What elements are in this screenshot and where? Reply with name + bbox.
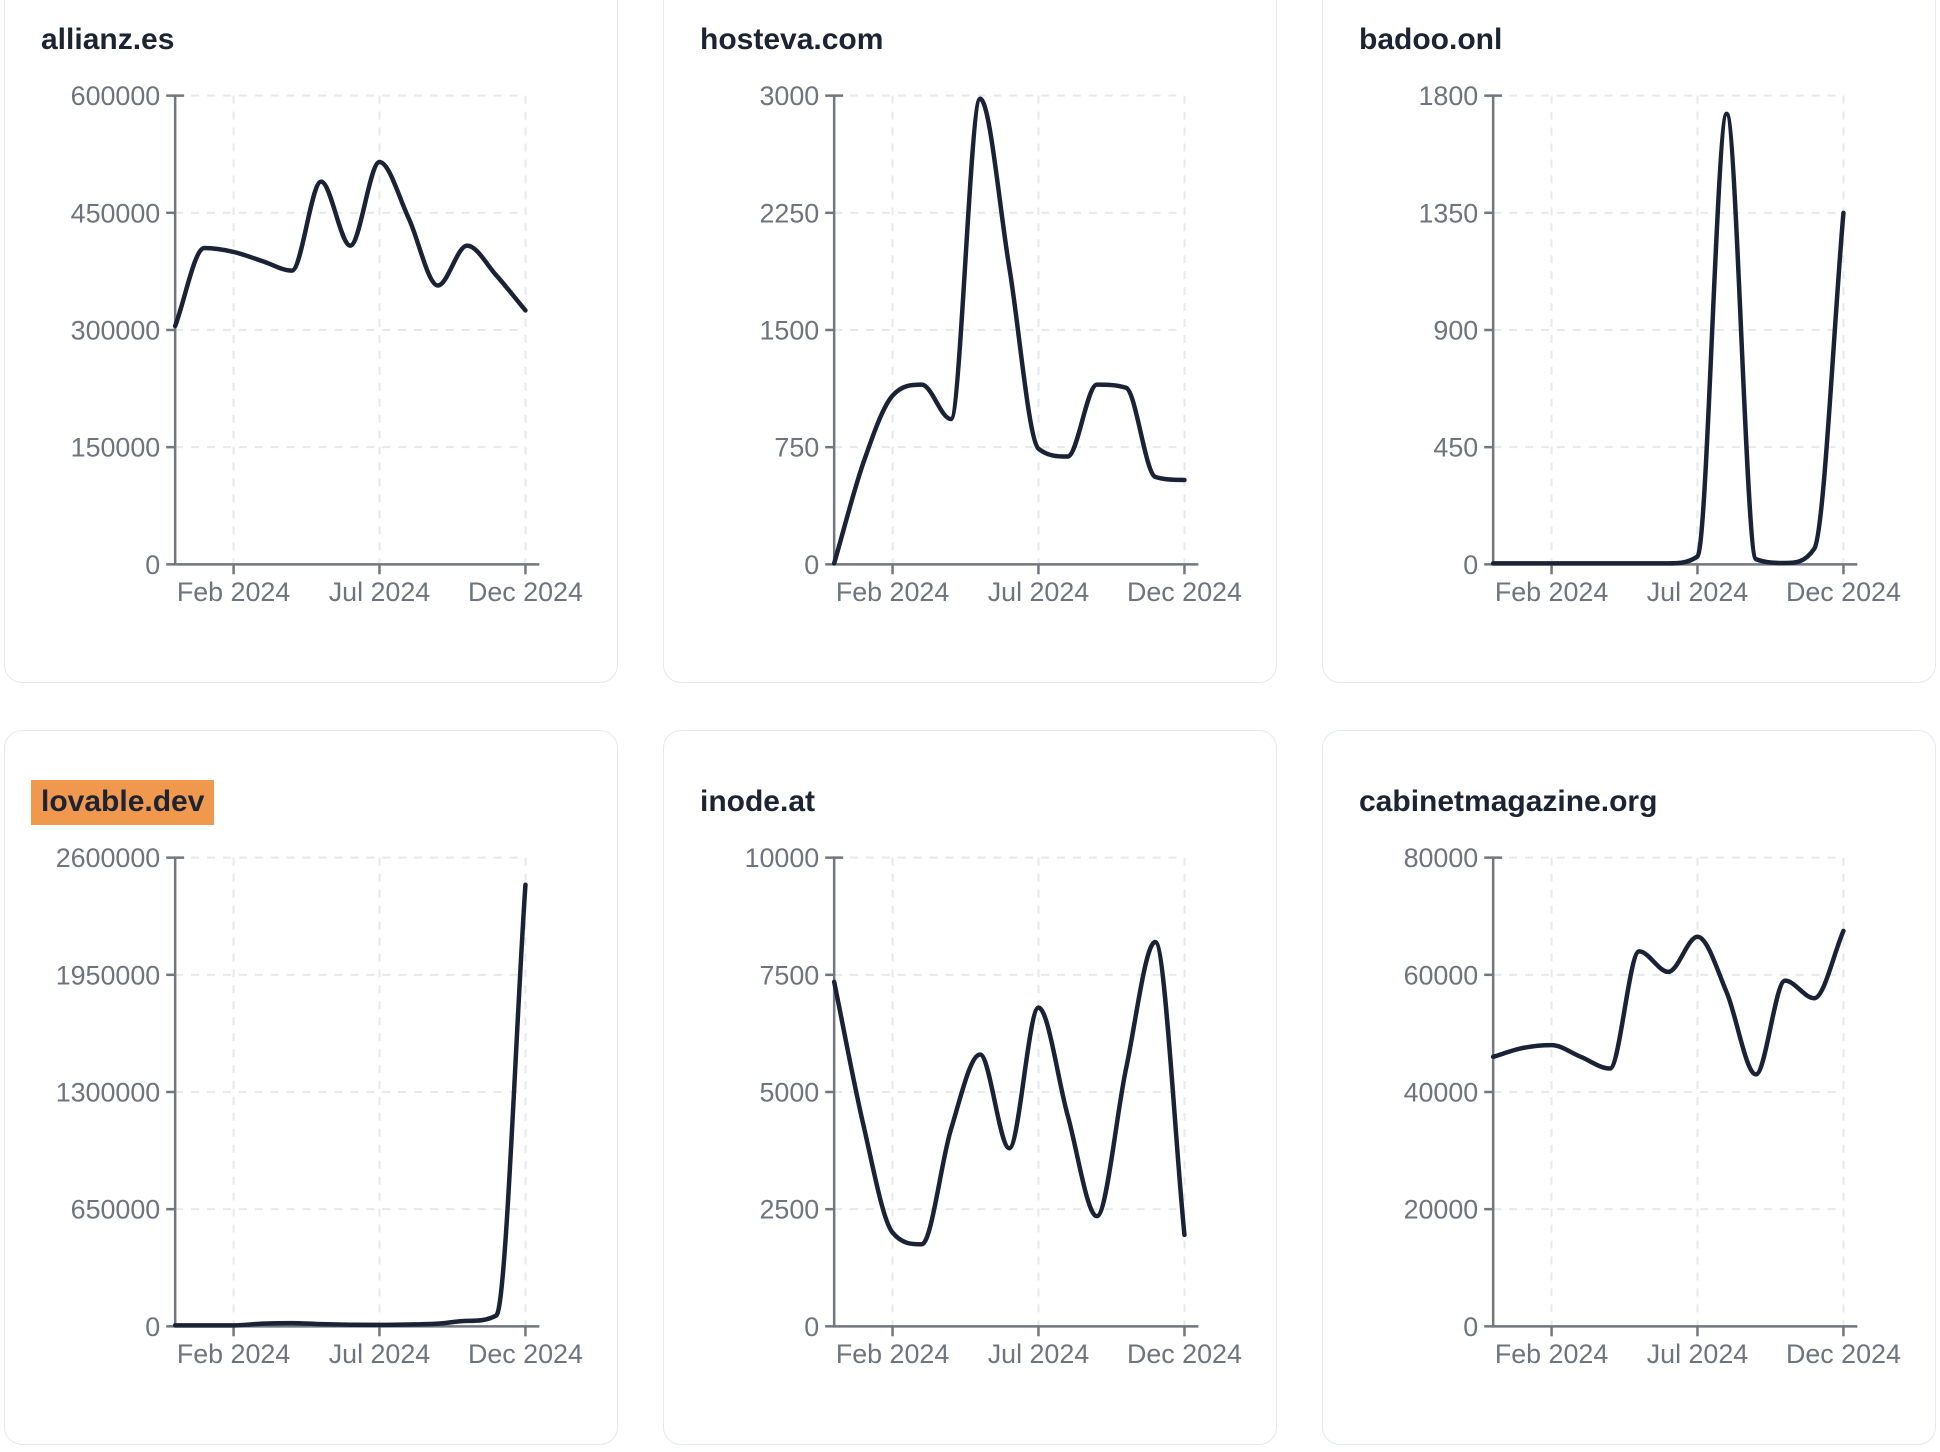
x-tick-label: Feb 2024 bbox=[1495, 577, 1608, 607]
x-tick-label: Jul 2024 bbox=[988, 1339, 1090, 1369]
y-tick-label: 10000 bbox=[745, 843, 820, 873]
series-line bbox=[1490, 111, 1846, 566]
x-tick-label: Feb 2024 bbox=[177, 1339, 290, 1369]
chart-title: badoo.onl bbox=[1359, 23, 1503, 56]
y-tick-label: 0 bbox=[804, 550, 819, 580]
chart-card-allianz[interactable]: allianz.es 0 150000 300000 450000 600000 Feb … bbox=[4, 0, 618, 683]
line-chart: 0 450 900 1350 1800 Feb 2024 Jul 2024 Dec 2024 bbox=[1419, 81, 1901, 607]
series-line bbox=[1490, 928, 1846, 1077]
series-line bbox=[831, 96, 1187, 566]
x-tick-label: Feb 2024 bbox=[836, 1339, 949, 1369]
x-tick-label: Dec 2024 bbox=[468, 1339, 583, 1369]
x-tick-label: Jul 2024 bbox=[1647, 577, 1749, 607]
chart-card-inode[interactable]: inode.at 0 2500 5000 7500 10000 Feb 2024 Jul 2… bbox=[663, 730, 1277, 1445]
y-tick-label: 80000 bbox=[1404, 843, 1479, 873]
y-tick-label: 650000 bbox=[71, 1195, 161, 1225]
y-tick-label: 20000 bbox=[1404, 1195, 1479, 1225]
chart-title: lovable.dev bbox=[31, 780, 215, 825]
y-tick-label: 600000 bbox=[71, 81, 161, 111]
y-tick-label: 300000 bbox=[71, 315, 161, 345]
y-tick-label: 60000 bbox=[1404, 960, 1479, 990]
x-tick-label: Jul 2024 bbox=[988, 577, 1090, 607]
y-tick-label: 2250 bbox=[760, 198, 820, 228]
line-chart: 0 150000 300000 450000 600000 Feb 2024 Jul 202… bbox=[71, 81, 583, 607]
chart-title-heading: lovable.dev bbox=[31, 780, 215, 825]
chart-card-lovable[interactable]: lovable.dev 0 650000 1300000 1950000 2600000… bbox=[4, 730, 618, 1445]
line-chart: 0 20000 40000 60000 80000 Feb 2024 Jul 2024 Dec… bbox=[1404, 843, 1901, 1369]
x-tick-label: Dec 2024 bbox=[1127, 1339, 1242, 1369]
y-tick-label: 3000 bbox=[760, 81, 820, 111]
series-line bbox=[172, 159, 528, 329]
y-tick-label: 1300000 bbox=[56, 1077, 161, 1107]
line-chart: 0 650000 1300000 1950000 2600000 Feb 2024 Jul … bbox=[56, 843, 583, 1369]
x-tick-label: Dec 2024 bbox=[468, 577, 583, 607]
series-line bbox=[172, 882, 528, 1328]
y-tick-label: 150000 bbox=[71, 433, 161, 463]
chart-card-hosteva[interactable]: hosteva.com 0 750 1500 2250 3000 Feb 2024 Jul … bbox=[663, 0, 1277, 683]
y-tick-label: 2600000 bbox=[56, 843, 161, 873]
y-tick-label: 0 bbox=[145, 550, 160, 580]
y-tick-label: 900 bbox=[1433, 315, 1478, 345]
chart-title-heading: hosteva.com bbox=[700, 23, 883, 57]
chart-title: hosteva.com bbox=[700, 23, 884, 56]
chart-title-heading: allianz.es bbox=[41, 23, 174, 57]
x-tick-label: Dec 2024 bbox=[1127, 577, 1242, 607]
line-chart: 0 750 1500 2250 3000 Feb 2024 Jul 2024 Dec 2024 bbox=[760, 81, 1242, 607]
chart-title-heading: inode.at bbox=[700, 785, 815, 819]
y-tick-label: 450000 bbox=[71, 198, 161, 228]
y-tick-label: 0 bbox=[804, 1312, 819, 1342]
x-tick-label: Jul 2024 bbox=[1647, 1339, 1749, 1369]
chart-title-heading: badoo.onl bbox=[1359, 23, 1502, 57]
y-tick-label: 1500 bbox=[760, 315, 820, 345]
y-tick-label: 40000 bbox=[1404, 1077, 1479, 1107]
chart-card-badoo[interactable]: badoo.onl 0 450 900 1350 1800 Feb 2024 Jul 202… bbox=[1322, 0, 1936, 683]
chart-title-heading: cabinetmagazine.org bbox=[1359, 785, 1657, 819]
x-tick-label: Dec 2024 bbox=[1786, 577, 1901, 607]
axis-domain bbox=[1491, 856, 1858, 1328]
chart-card-cabinetmagazine[interactable]: cabinetmagazine.org 0 20000 40000 60000 8000… bbox=[1322, 730, 1936, 1445]
y-tick-label: 750 bbox=[774, 433, 819, 463]
chart-title: inode.at bbox=[700, 785, 816, 818]
y-tick-label: 450 bbox=[1433, 433, 1478, 463]
y-tick-label: 7500 bbox=[760, 960, 820, 990]
y-tick-label: 1950000 bbox=[56, 960, 161, 990]
x-tick-label: Feb 2024 bbox=[1495, 1339, 1608, 1369]
y-tick-label: 1800 bbox=[1419, 81, 1479, 111]
y-tick-label: 1350 bbox=[1419, 198, 1479, 228]
x-tick-label: Jul 2024 bbox=[329, 577, 431, 607]
y-tick-label: 0 bbox=[1463, 1312, 1478, 1342]
y-tick-label: 2500 bbox=[760, 1195, 820, 1225]
x-tick-label: Feb 2024 bbox=[836, 577, 949, 607]
chart-title: cabinetmagazine.org bbox=[1359, 785, 1658, 818]
chart-title: allianz.es bbox=[41, 23, 175, 56]
x-tick-label: Jul 2024 bbox=[329, 1339, 431, 1369]
x-tick-label: Feb 2024 bbox=[177, 577, 290, 607]
y-tick-label: 5000 bbox=[760, 1077, 820, 1107]
y-tick-label: 0 bbox=[1463, 550, 1478, 580]
x-tick-label: Dec 2024 bbox=[1786, 1339, 1901, 1369]
y-tick-label: 0 bbox=[145, 1312, 160, 1342]
line-chart: 0 2500 5000 7500 10000 Feb 2024 Jul 2024 Dec 20… bbox=[745, 843, 1242, 1369]
series-line bbox=[831, 939, 1187, 1247]
